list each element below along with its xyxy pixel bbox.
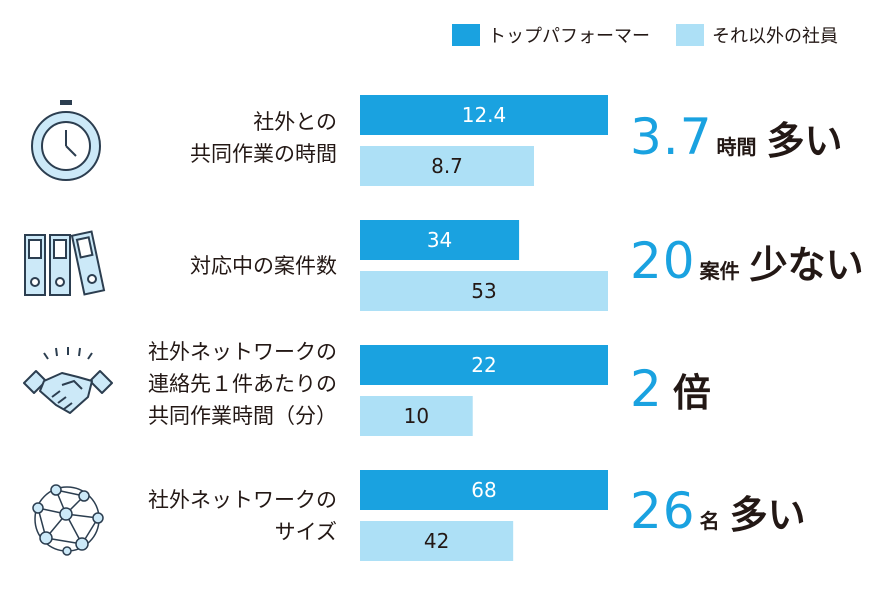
callout-3-number: 2 [630,360,663,418]
handshake-icon [23,347,113,414]
callout-1-unit: 時間 [716,135,757,159]
row-label-3-line-2: 連絡先１件あたりの [148,372,337,396]
callout-1: 3.7 時間 多い [630,108,843,166]
row-label-2: 対応中の案件数 [190,250,337,282]
network-icon [32,484,104,556]
callout-2-unit: 案件 [699,259,740,283]
callout-2-word: 少ない [749,243,864,287]
legend-item-other: それ以外の社員 [676,22,838,48]
legend-swatch-top [452,24,480,46]
callout-4-unit: 名 [699,509,720,533]
bar-top-2 [360,220,520,260]
bar-value-top-1: 12.4 [462,103,507,127]
callout-4-number: 26 [630,482,696,540]
bar-value-top-2: 34 [427,228,452,252]
bar-value-other-1: 8.7 [431,154,463,178]
row-label-1-line-1: 社外との [253,110,337,134]
row-label-3: 社外ネットワークの 連絡先１件あたりの 共同作業時間（分） [148,336,337,432]
callout-4-word: 多い [729,493,806,537]
row-label-1: 社外との 共同作業の時間 [190,106,337,170]
bar-other-2 [360,271,608,311]
callout-4: 26 名 多い [630,482,806,540]
bar-top-3 [360,345,608,385]
legend-swatch-other [676,24,704,46]
bar-top-4 [360,470,608,510]
row-label-4-line-2: サイズ [274,520,337,544]
bar-value-top-4: 68 [471,478,496,502]
bar-other-4 [360,521,514,561]
bar-value-other-2: 53 [471,279,496,303]
bar-other-3 [360,396,473,436]
bar-other-1 [360,146,534,186]
legend-label-other: それ以外の社員 [712,26,838,47]
row-label-2-line-1: 対応中の案件数 [190,254,337,278]
callout-3: 2 倍 [630,360,711,418]
callout-1-word: 多い [766,119,843,163]
legend-item-top: トップパフォーマー [452,22,650,48]
legend: トップパフォーマー それ以外の社員 [452,22,838,48]
callout-1-number: 3.7 [630,108,713,166]
bar-value-other-4: 42 [424,529,449,553]
callout-2: 20 案件 少ない [630,232,864,290]
callout-2-number: 20 [630,232,696,290]
row-label-3-line-1: 社外ネットワークの [148,340,337,364]
row-label-4: 社外ネットワークの サイズ [148,484,337,548]
bar-value-other-3: 10 [404,404,429,428]
callout-3-word: 倍 [672,371,711,415]
binders-icon [24,230,106,296]
row-label-4-line-1: 社外ネットワークの [148,488,337,512]
row-label-1-line-2: 共同作業の時間 [190,142,337,166]
bar-top-1 [360,95,608,135]
bar-value-top-3: 22 [471,353,496,377]
legend-label-top: トップパフォーマー [488,26,650,47]
stopwatch-icon [31,100,101,181]
row-label-3-line-3: 共同作業時間（分） [148,404,337,428]
